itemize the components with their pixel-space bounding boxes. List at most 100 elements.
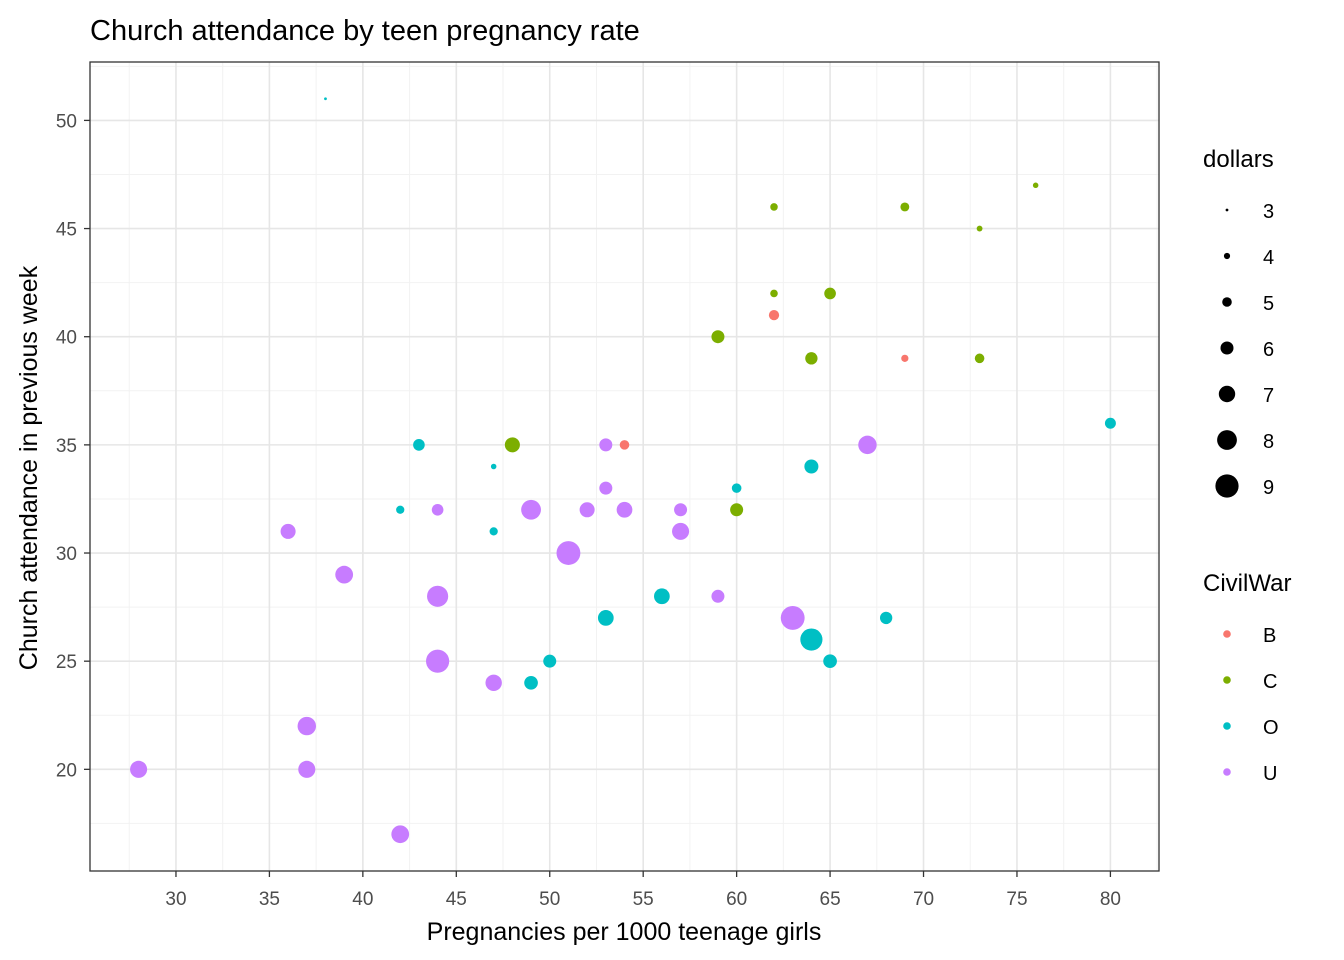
size-legend-label: 9 bbox=[1263, 477, 1274, 499]
x-tick-label: 80 bbox=[1100, 889, 1121, 910]
size-legend-key bbox=[1215, 474, 1239, 498]
x-tick-label: 65 bbox=[820, 889, 841, 910]
size-legend-key bbox=[1218, 385, 1236, 403]
data-point-U bbox=[391, 825, 410, 844]
color-legend-label: O bbox=[1263, 717, 1279, 739]
y-tick-label: 50 bbox=[56, 111, 77, 132]
size-legend-label: 8 bbox=[1263, 431, 1274, 453]
data-point-C bbox=[824, 287, 836, 300]
data-point-O bbox=[324, 97, 327, 101]
data-point-C bbox=[1032, 182, 1039, 189]
data-point-O bbox=[490, 463, 497, 470]
data-point-U bbox=[674, 503, 688, 517]
data-point-U bbox=[280, 523, 296, 539]
data-point-U bbox=[711, 589, 725, 603]
color-legend-label: C bbox=[1263, 671, 1277, 693]
chart-title: Church attendance by teen pregnancy rate bbox=[90, 15, 640, 47]
minor-gridlines bbox=[90, 62, 1159, 871]
data-point-C bbox=[770, 289, 778, 298]
data-point-U bbox=[780, 605, 805, 630]
data-point-U bbox=[556, 541, 581, 565]
data-point-C bbox=[711, 330, 725, 344]
panel-border bbox=[89, 61, 1160, 872]
color-legend-title: CivilWar bbox=[1203, 570, 1291, 597]
data-point-U bbox=[579, 502, 595, 518]
color-legend-key bbox=[1223, 722, 1231, 730]
y-axis: 20 25 30 35 40 45 50 bbox=[56, 111, 90, 781]
plot-panel bbox=[89, 61, 1160, 872]
data-point-O bbox=[489, 527, 498, 536]
data-point-O bbox=[1104, 417, 1116, 429]
data-point-O bbox=[524, 675, 538, 690]
data-point-U bbox=[599, 481, 613, 495]
x-tick-label: 50 bbox=[539, 889, 560, 910]
data-point-O bbox=[396, 505, 405, 514]
x-tick-label: 70 bbox=[913, 889, 934, 910]
data-point-B bbox=[619, 440, 630, 450]
y-tick-label: 25 bbox=[56, 652, 77, 673]
color-legend-key bbox=[1223, 768, 1231, 776]
data-point-U bbox=[521, 499, 541, 520]
data-point-U bbox=[335, 565, 354, 584]
size-legend: dollars 3 4 5 6 7 8 9 bbox=[1203, 146, 1274, 499]
size-legend-label: 5 bbox=[1263, 293, 1274, 315]
size-legend-title: dollars bbox=[1203, 146, 1274, 173]
color-legend-label: U bbox=[1263, 763, 1277, 785]
data-point-C bbox=[805, 352, 818, 365]
x-tick-label: 45 bbox=[446, 889, 467, 910]
data-point-O bbox=[413, 439, 425, 451]
data-point-O bbox=[823, 654, 837, 669]
data-point-O bbox=[800, 628, 823, 651]
data-point-B bbox=[768, 309, 780, 321]
x-tick-label: 35 bbox=[259, 889, 280, 910]
x-tick-label: 55 bbox=[633, 889, 654, 910]
size-legend-label: 6 bbox=[1263, 339, 1274, 361]
size-legend-key bbox=[1222, 297, 1232, 307]
data-point-O bbox=[879, 611, 893, 625]
color-legend-key bbox=[1223, 676, 1231, 684]
x-tick-label: 60 bbox=[726, 889, 747, 910]
size-legend-label: 4 bbox=[1263, 247, 1274, 269]
data-points bbox=[130, 97, 1116, 844]
data-point-U bbox=[427, 585, 449, 607]
data-point-O bbox=[597, 610, 614, 626]
data-point-O bbox=[804, 459, 819, 474]
data-point-O bbox=[543, 654, 557, 668]
data-point-U bbox=[485, 674, 502, 692]
size-legend-key bbox=[1223, 252, 1231, 260]
color-legend-key bbox=[1223, 630, 1231, 638]
x-axis-label: Pregnancies per 1000 teenage girls bbox=[427, 918, 822, 946]
size-legend-key bbox=[1225, 208, 1229, 212]
data-point-C bbox=[770, 203, 778, 211]
data-point-C bbox=[900, 202, 910, 212]
y-tick-label: 45 bbox=[56, 220, 77, 241]
color-legend-label: B bbox=[1263, 625, 1276, 647]
data-point-U bbox=[616, 501, 633, 518]
data-point-U bbox=[672, 522, 690, 540]
size-legend-label: 7 bbox=[1263, 385, 1274, 407]
y-axis-label: Church attendance in previous week bbox=[15, 265, 43, 670]
x-tick-label: 30 bbox=[165, 889, 186, 910]
y-tick-label: 40 bbox=[56, 328, 77, 349]
size-legend-label: 3 bbox=[1263, 201, 1274, 223]
data-point-U bbox=[130, 760, 148, 778]
x-tick-label: 40 bbox=[352, 889, 373, 910]
data-point-C bbox=[504, 437, 520, 453]
data-point-O bbox=[654, 588, 670, 605]
data-point-B bbox=[901, 354, 909, 362]
y-tick-label: 20 bbox=[56, 760, 77, 781]
size-legend-key bbox=[1220, 341, 1234, 355]
x-tick-label: 75 bbox=[1006, 889, 1027, 910]
data-point-U bbox=[431, 503, 444, 516]
plot-background bbox=[90, 62, 1159, 871]
major-gridlines bbox=[90, 62, 1159, 871]
data-point-O bbox=[731, 483, 742, 493]
data-point-U bbox=[426, 649, 450, 673]
data-point-U bbox=[599, 438, 613, 452]
data-point-U bbox=[297, 716, 317, 736]
size-legend-key bbox=[1217, 430, 1237, 450]
color-legend: CivilWar B C O U bbox=[1203, 570, 1291, 785]
data-point-C bbox=[730, 503, 744, 517]
y-tick-label: 30 bbox=[56, 544, 77, 565]
